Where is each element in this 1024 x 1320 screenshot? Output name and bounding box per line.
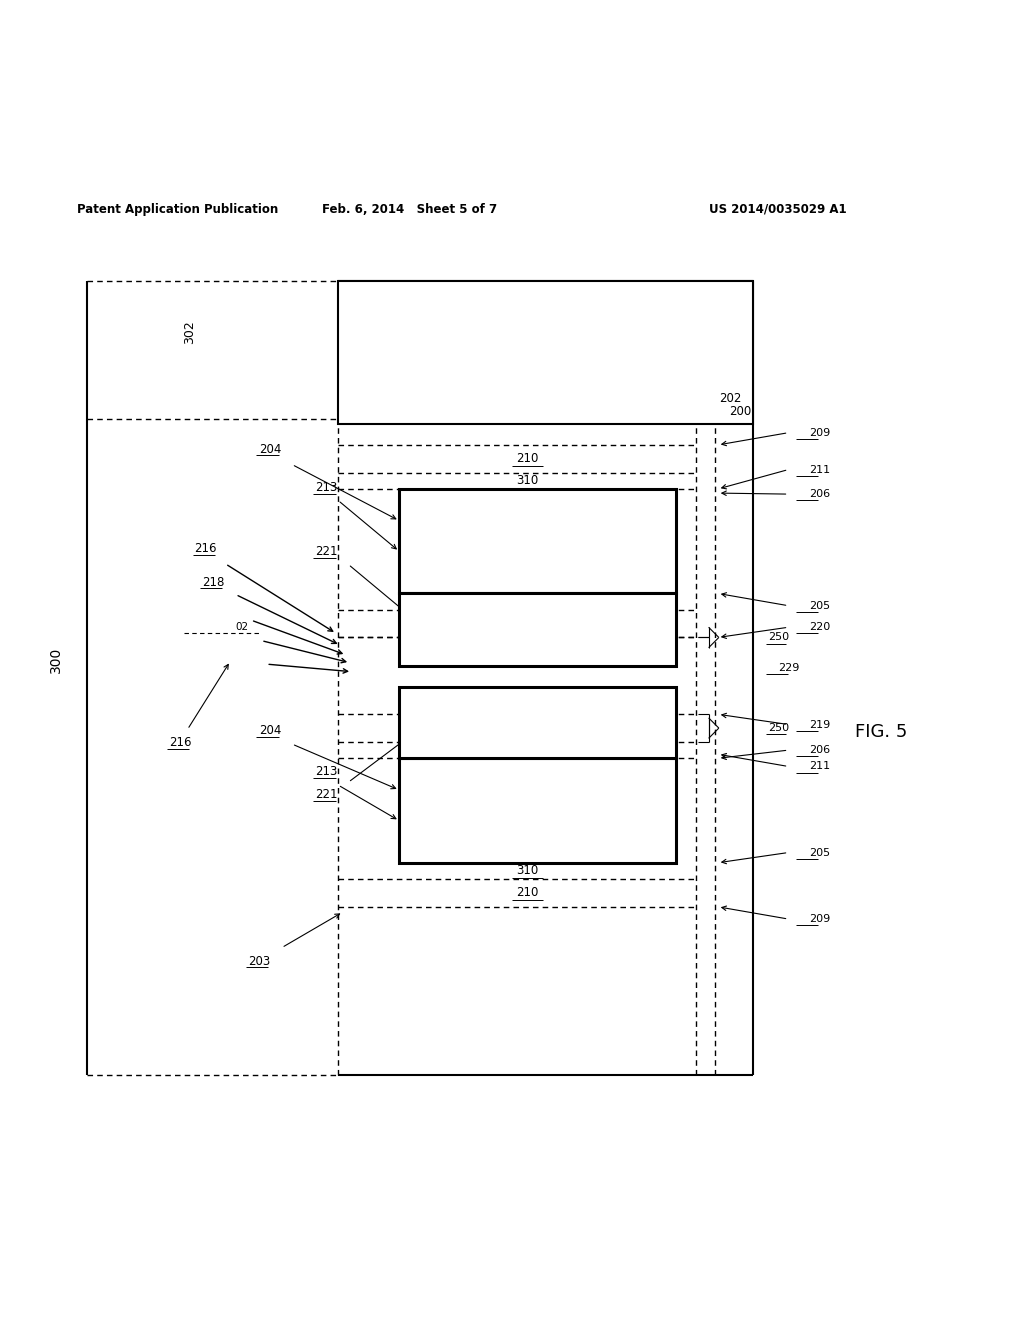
Text: 205: 205: [809, 601, 830, 611]
Text: 206: 206: [809, 744, 830, 755]
Text: 250: 250: [768, 723, 790, 733]
Text: 209: 209: [809, 428, 830, 438]
Bar: [399, 758, 676, 863]
Text: 202: 202: [719, 392, 741, 405]
Text: 204: 204: [259, 725, 282, 737]
Text: Feb. 6, 2014   Sheet 5 of 7: Feb. 6, 2014 Sheet 5 of 7: [322, 203, 498, 216]
Text: 212: 212: [526, 804, 549, 817]
Text: 211: 211: [809, 762, 830, 771]
Text: 220: 220: [809, 622, 830, 632]
Text: 310: 310: [516, 474, 539, 487]
Text: Patent Application Publication: Patent Application Publication: [77, 203, 279, 216]
Bar: [399, 594, 676, 667]
Text: 210: 210: [516, 887, 539, 899]
Text: 219: 219: [809, 719, 830, 730]
Text: 213: 213: [315, 766, 338, 777]
Text: 229: 229: [778, 663, 800, 673]
Text: 250: 250: [768, 632, 790, 643]
Text: 310: 310: [516, 595, 539, 609]
Text: 222: 222: [516, 645, 539, 659]
Text: 204: 204: [259, 442, 282, 455]
Bar: [338, 281, 753, 425]
Text: 222: 222: [516, 694, 539, 708]
Text: 203: 203: [248, 954, 270, 968]
Text: 300: 300: [49, 647, 63, 673]
Text: 216: 216: [169, 737, 191, 750]
Text: 210: 210: [516, 722, 539, 735]
Text: 310: 310: [516, 865, 539, 878]
Text: 210: 210: [516, 453, 539, 465]
Text: 221: 221: [315, 788, 338, 801]
Text: 209: 209: [809, 913, 830, 924]
Text: 205: 205: [809, 847, 830, 858]
Text: 212: 212: [526, 535, 549, 548]
Text: 310: 310: [516, 743, 539, 756]
Text: 216: 216: [195, 543, 217, 554]
Text: US 2014/0035029 A1: US 2014/0035029 A1: [710, 203, 847, 216]
Text: 02: 02: [236, 622, 249, 632]
Text: 211: 211: [809, 465, 830, 474]
Text: 218: 218: [202, 576, 224, 589]
Text: 210: 210: [516, 618, 539, 630]
Text: 302: 302: [183, 321, 196, 345]
Text: 206: 206: [809, 490, 830, 499]
Text: 213: 213: [315, 482, 338, 495]
Bar: [399, 686, 676, 758]
Text: 200: 200: [729, 405, 752, 417]
Text: 221: 221: [315, 545, 338, 558]
Text: FIG. 5: FIG. 5: [855, 722, 907, 741]
Bar: [399, 488, 676, 594]
